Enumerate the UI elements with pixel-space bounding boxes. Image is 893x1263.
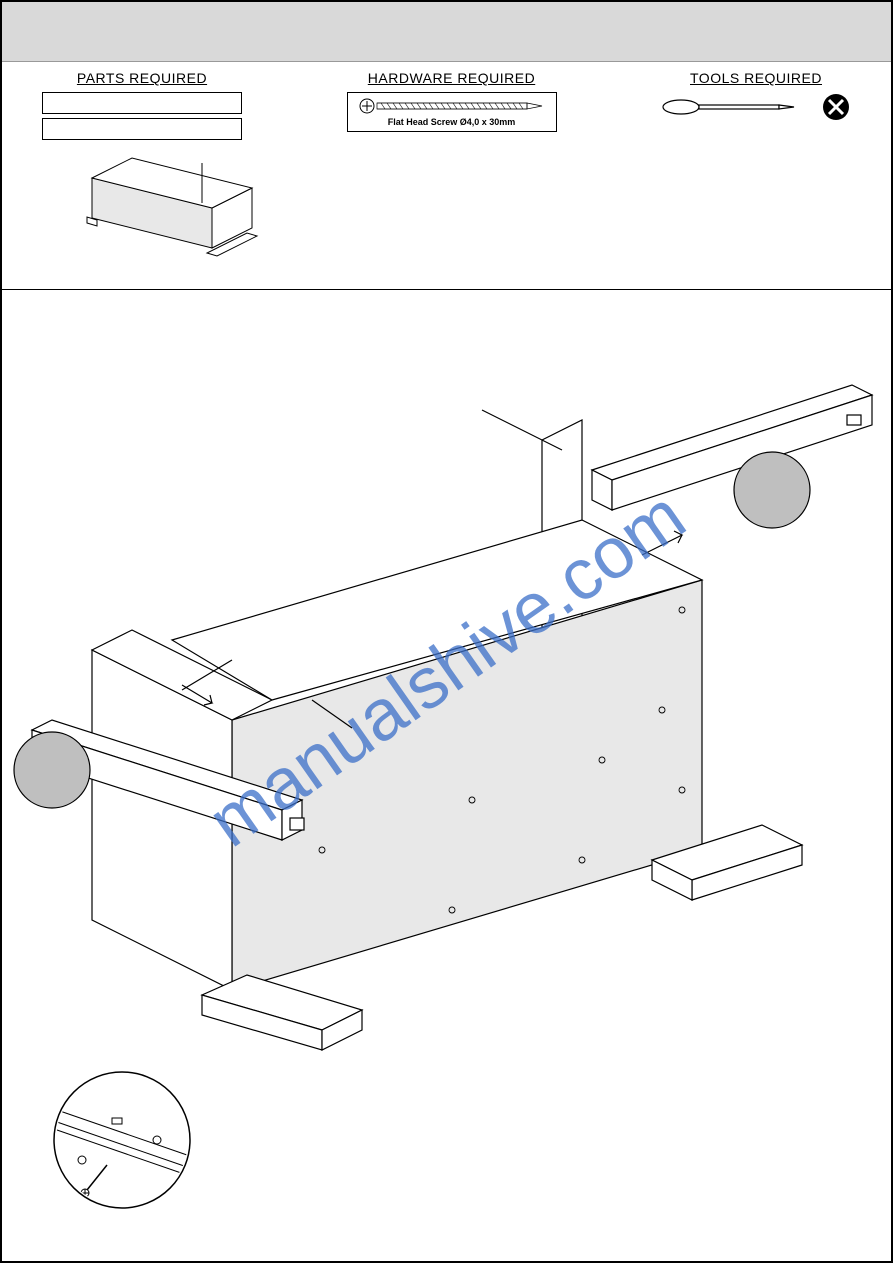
hardware-caption: Flat Head Screw Ø4,0 x 30mm [388, 117, 516, 127]
requirements-row: PARTS REQUIRED HARDWARE REQUIRED [2, 62, 891, 144]
hardware-required-col: HARDWARE REQUIRED [347, 70, 557, 144]
tools-required-col: TOOLS REQUIRED [661, 70, 851, 144]
parts-heading: PARTS REQUIRED [77, 70, 207, 86]
detail-circle [54, 1072, 190, 1208]
parts-required-col: PARTS REQUIRED [42, 70, 242, 144]
preview-assembly-icon [62, 148, 282, 278]
part-slot-2 [42, 118, 242, 140]
no-power-tool-icon [821, 92, 851, 122]
main-assembly-diagram [2, 290, 891, 1230]
screw-icon [357, 97, 547, 115]
part-slot-1 [42, 92, 242, 114]
tools-row [661, 92, 851, 122]
screwdriver-icon [661, 95, 811, 119]
page: PARTS REQUIRED HARDWARE REQUIRED [0, 0, 893, 1263]
hardware-box: Flat Head Screw Ø4,0 x 30mm [347, 92, 557, 132]
hardware-heading: HARDWARE REQUIRED [368, 70, 535, 86]
tools-heading: TOOLS REQUIRED [690, 70, 822, 86]
header-bar [2, 2, 891, 62]
